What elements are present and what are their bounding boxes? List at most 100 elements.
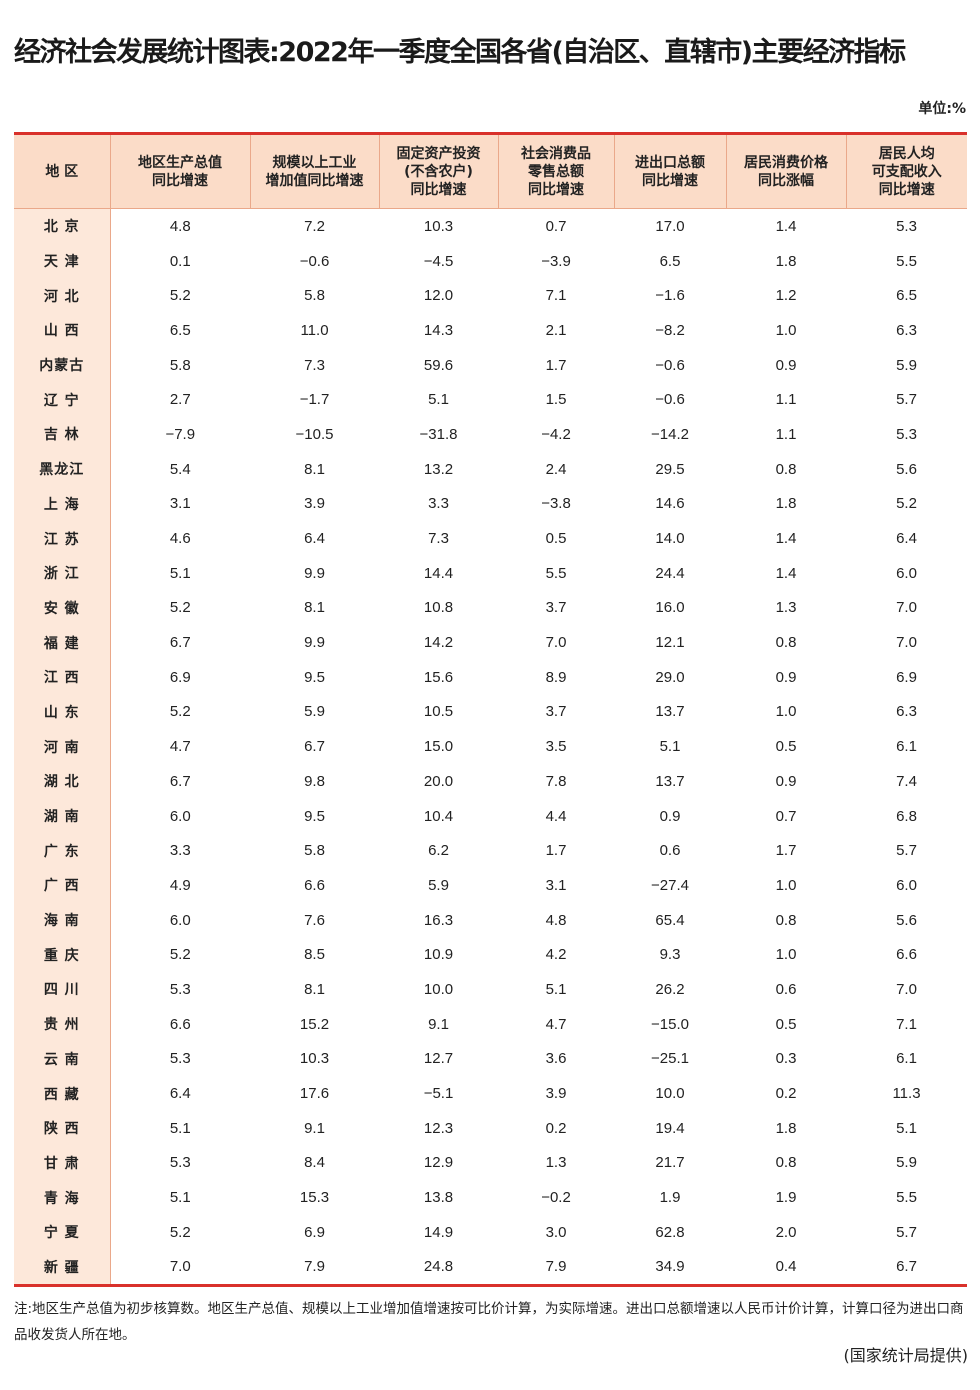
table-row: 安 徽 5.2 8.1 10.8 3.7 16.0 1.3 7.0: [14, 590, 967, 626]
value-cell: 1.1: [775, 391, 797, 409]
value-cell: 5.1: [169, 1119, 191, 1137]
value-cell: 10.4: [423, 807, 454, 825]
value-cell: 0.2: [775, 1085, 797, 1103]
value-cell: 0.8: [775, 460, 797, 478]
value-cell: −4.2: [541, 425, 571, 443]
value-cell: 1.0: [775, 946, 797, 964]
value-cell: 0.5: [775, 1015, 797, 1033]
value-cell: 8.4: [304, 1154, 325, 1172]
value-cell: 7.1: [896, 1015, 917, 1033]
value-cell: −1.7: [299, 391, 330, 409]
value-cell: 15.6: [423, 668, 454, 686]
value-cell: 3.1: [545, 876, 567, 894]
value-cell: −7.9: [165, 425, 196, 443]
value-cell: 10.3: [423, 217, 454, 235]
value-cell: 7.3: [428, 530, 449, 548]
value-cell: 9.8: [304, 772, 325, 790]
region-cell: 青 海: [14, 1180, 111, 1215]
value-cell: 2.1: [545, 321, 567, 339]
region-cell: 海 南: [14, 902, 111, 938]
value-cell: 5.1: [428, 391, 449, 409]
table-row: 湖 南 6.0 9.5 10.4 4.4 0.9 0.7 6.8: [14, 798, 967, 834]
value-cell: 12.9: [423, 1154, 454, 1172]
region-cell: 重 庆: [14, 937, 111, 973]
value-cell: 9.3: [659, 946, 681, 964]
value-cell: 1.0: [775, 876, 797, 894]
value-cell: −0.6: [299, 252, 330, 270]
region-cell: 福 建: [14, 625, 111, 660]
value-cell: 14.9: [423, 1223, 454, 1241]
region-cell: 云 南: [14, 1041, 111, 1077]
value-cell: 26.2: [655, 980, 685, 998]
value-cell: 8.1: [304, 599, 325, 617]
region-cell: 江 西: [14, 659, 111, 695]
value-cell: 2.7: [169, 391, 191, 409]
value-cell: 5.2: [169, 1223, 191, 1241]
value-cell: 6.0: [896, 876, 917, 894]
value-cell: 13.7: [655, 703, 685, 721]
value-cell: 7.2: [304, 217, 325, 235]
value-cell: 1.9: [775, 1189, 797, 1207]
value-cell: −0.6: [655, 391, 685, 409]
region-cell: 湖 北: [14, 764, 111, 799]
value-cell: 0.7: [775, 807, 797, 825]
value-cell: 7.0: [896, 980, 917, 998]
table-row: 西 藏 6.4 17.6 −5.1 3.9 10.0 0.2 11.3: [14, 1076, 967, 1111]
value-cell: 14.4: [423, 564, 454, 582]
column-header: 社会消费品 零售总额 同比增速: [497, 133, 614, 209]
column-header: 规模以上工业 增加值同比增速: [249, 133, 379, 209]
value-cell: 5.3: [169, 1154, 191, 1172]
value-cell: 7.4: [896, 772, 917, 790]
table-row: 河 北 5.2 5.8 12.0 7.1 −1.6 1.2 6.5: [14, 278, 967, 314]
value-cell: 4.7: [545, 1015, 567, 1033]
value-cell: 15.2: [299, 1015, 330, 1033]
value-cell: 4.8: [169, 217, 191, 235]
value-cell: 5.1: [169, 564, 191, 582]
table-row: 湖 北 6.7 9.8 20.0 7.8 13.7 0.9 7.4: [14, 764, 967, 799]
region-cell: 广 东: [14, 833, 111, 869]
value-cell: 4.8: [545, 911, 567, 929]
value-cell: 5.5: [896, 252, 917, 270]
value-cell: −4.5: [423, 252, 454, 270]
value-cell: 16.3: [423, 911, 454, 929]
value-cell: 6.7: [896, 1258, 917, 1276]
value-cell: 7.6: [304, 911, 325, 929]
region-cell: 陕 西: [14, 1110, 111, 1146]
value-cell: 1.7: [775, 842, 797, 860]
value-cell: 11.3: [892, 1085, 921, 1103]
region-cell: 山 东: [14, 694, 111, 730]
value-cell: 14.3: [423, 321, 454, 339]
value-cell: 1.4: [775, 564, 797, 582]
value-cell: 3.5: [545, 738, 567, 756]
value-cell: 6.0: [169, 911, 191, 929]
value-cell: −25.1: [651, 1050, 689, 1068]
indicators-table: 地 区地区生产总值 同比增速 规模以上工业 增加值同比增速 固定资产投资 (不含农户…: [14, 132, 967, 1288]
value-cell: 21.7: [655, 1154, 685, 1172]
value-cell: −0.2: [541, 1189, 571, 1207]
column-header: 居民人均 可支配收入 同比增速: [845, 133, 967, 209]
unit-label: 单位:%: [918, 101, 966, 117]
value-cell: 5.9: [428, 876, 449, 894]
value-cell: 6.1: [896, 738, 917, 756]
value-cell: 6.9: [169, 668, 191, 686]
value-cell: 13.8: [423, 1189, 454, 1207]
value-cell: −0.6: [655, 356, 685, 374]
region-cell: 河 北: [14, 278, 111, 314]
value-cell: 5.2: [169, 946, 191, 964]
value-cell: 8.1: [304, 460, 325, 478]
value-cell: 29.5: [655, 460, 685, 478]
value-cell: 2.4: [545, 460, 567, 478]
value-cell: −8.2: [655, 321, 685, 339]
value-cell: 6.7: [169, 634, 191, 652]
value-cell: 8.9: [545, 668, 567, 686]
table-header-row: 地 区地区生产总值 同比增速 规模以上工业 增加值同比增速 固定资产投资 (不含农户…: [14, 133, 967, 209]
value-cell: −10.5: [295, 425, 334, 443]
value-cell: 16.0: [655, 599, 685, 617]
table-row: 山 东 5.2 5.9 10.5 3.7 13.7 1.0 6.3: [14, 694, 967, 730]
value-cell: 4.6: [169, 530, 191, 548]
value-cell: 5.7: [896, 391, 917, 409]
value-cell: −5.1: [423, 1085, 454, 1103]
value-cell: 15.3: [299, 1189, 330, 1207]
value-cell: 0.8: [775, 1154, 797, 1172]
value-cell: 13.2: [423, 460, 454, 478]
